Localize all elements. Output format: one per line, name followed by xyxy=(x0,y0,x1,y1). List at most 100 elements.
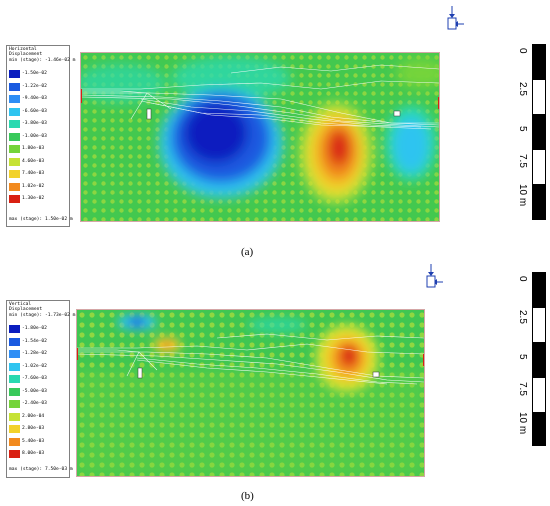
anchor-marker xyxy=(393,110,401,117)
scale-bar-b: 0 2.5 5 7.5 10 m xyxy=(506,272,550,446)
legend-level-value: -2.40e-03 xyxy=(22,401,47,406)
caption-a: (a) xyxy=(241,246,254,258)
legend-level-value: 5.40e-03 xyxy=(22,438,45,444)
load-arrow-icon xyxy=(426,264,443,288)
legend-level-value: -9.40e-03 xyxy=(22,96,47,101)
legend-level: 1.80e-03 xyxy=(9,145,69,153)
legend-swatch xyxy=(9,362,20,371)
legend-level: 1.02e-02 xyxy=(9,182,69,191)
legend-level: -3.80e-03 xyxy=(9,120,69,128)
contour-plot-b xyxy=(76,309,425,477)
caption-b: (b) xyxy=(241,490,254,502)
legend-level: -1.54e-02 xyxy=(9,337,69,346)
legend-min: min (stage): -1.46e-02 m xyxy=(9,57,76,63)
legend-level-value: -1.00e-03 xyxy=(22,133,47,139)
legend-swatch xyxy=(9,95,20,103)
legend-level-value: -1.28e-02 xyxy=(22,351,47,356)
legend-level-value: 1.80e-03 xyxy=(22,146,45,151)
legend-level: -1.22e-02 xyxy=(9,82,69,91)
legend-level-value: 8.00e-03 xyxy=(22,451,45,456)
legend-level-value: 2.80e-03 xyxy=(22,426,45,431)
legend-swatch xyxy=(9,120,20,128)
legend-swatch xyxy=(9,170,20,178)
legend-swatch xyxy=(9,157,20,166)
scale-tick: 5 xyxy=(517,126,528,132)
contour-plot-a xyxy=(80,52,440,222)
legend-level-value: 4.60e-03 xyxy=(22,158,45,164)
legend-level-value: -3.80e-03 xyxy=(22,121,47,126)
scale-tick: 5 xyxy=(517,354,528,360)
legend-level: -1.50e-02 xyxy=(9,70,69,78)
legend-level-value: -5.00e-03 xyxy=(22,388,47,394)
contour-field-a xyxy=(81,53,439,221)
legend-level: -2.40e-03 xyxy=(9,400,69,408)
legend-level: -1.80e-02 xyxy=(9,325,69,333)
panel-b: Vertical Displacement min (stage): -1.73… xyxy=(0,262,550,506)
scale-tick: 7.5 xyxy=(517,382,528,396)
legend-swatch xyxy=(9,145,20,153)
scale-tick: 7.5 xyxy=(517,154,528,168)
legend-swatch xyxy=(9,437,20,446)
legend-level: 2.00e-04 xyxy=(9,412,69,421)
legend-level: -5.00e-03 xyxy=(9,387,69,396)
legend-level-value: -1.80e-02 xyxy=(22,326,47,331)
legend-level-value: -6.60e-03 xyxy=(22,108,47,114)
scale-tick: 10 m xyxy=(517,412,528,435)
legend-level-value: -7.60e-03 xyxy=(22,376,47,381)
legend-swatch xyxy=(9,450,20,458)
legend-swatch xyxy=(9,182,20,191)
legend-level-value: -1.02e-02 xyxy=(22,363,47,369)
legend-vertical-displacement: Vertical Displacement min (stage): -1.73… xyxy=(6,300,76,478)
anchor-marker xyxy=(137,367,143,379)
load-arrow-icon xyxy=(447,6,464,30)
legend-level: -1.02e-02 xyxy=(9,362,69,371)
failure-lines-a xyxy=(81,64,439,130)
legend-level-value: 7.40e-03 xyxy=(22,171,45,176)
anchor-marker xyxy=(372,371,380,378)
contour-field-b xyxy=(77,310,424,476)
legend-swatch xyxy=(9,82,20,91)
legend-level: 7.40e-03 xyxy=(9,170,69,178)
scale-tick: 0 xyxy=(517,276,528,282)
scale-tick: 2.5 xyxy=(517,82,528,96)
legend-swatch xyxy=(9,400,20,408)
legend-swatch xyxy=(9,350,20,358)
legend-level: -1.00e-03 xyxy=(9,132,69,141)
legend-level: 2.80e-03 xyxy=(9,425,69,433)
legend-level: -6.60e-03 xyxy=(9,107,69,116)
legend-level-value: 1.02e-02 xyxy=(22,183,45,189)
legend-level: 8.00e-03 xyxy=(9,450,69,458)
legend-level: -9.40e-03 xyxy=(9,95,69,103)
legend-swatch xyxy=(9,387,20,396)
legend-max: max (stage): 1.50e-02 m xyxy=(9,217,73,222)
legend-level: 4.60e-03 xyxy=(9,157,69,166)
scale-tick: 2.5 xyxy=(517,310,528,324)
legend-swatch xyxy=(9,132,20,141)
legend-title: Vertical Displacement xyxy=(9,302,43,313)
legend-swatch xyxy=(9,425,20,433)
legend-level: 1.30e-02 xyxy=(9,195,69,203)
panel-a: Horizontal Displacement min (stage): -1.… xyxy=(6,6,550,258)
legend-level-value: -1.50e-02 xyxy=(22,71,47,76)
legend-swatch xyxy=(9,325,20,333)
legend-max: max (stage): 7.50e-03 m xyxy=(9,467,73,472)
legend-swatch xyxy=(9,412,20,421)
legend-level: -7.60e-03 xyxy=(9,375,69,383)
legend-horizontal-displacement: Horizontal Displacement min (stage): -1.… xyxy=(6,45,76,227)
legend-level-value: -1.22e-02 xyxy=(22,83,47,89)
legend-swatch xyxy=(9,107,20,116)
scale-bar-a: 0 2.5 5 7.5 10 m xyxy=(506,44,550,220)
legend-min: min (stage): -1.73e-02 m xyxy=(9,312,76,318)
legend-swatch xyxy=(9,375,20,383)
scale-tick: 0 xyxy=(517,48,528,54)
legend-level: -1.28e-02 xyxy=(9,350,69,358)
legend-title: Horizontal Displacement xyxy=(9,47,43,58)
legend-level-value: 1.30e-02 xyxy=(22,196,45,201)
legend-level: 5.40e-03 xyxy=(9,437,69,446)
legend-level-value: -1.54e-02 xyxy=(22,338,47,344)
legend-level-value: 2.00e-04 xyxy=(22,413,45,419)
scale-tick: 10 m xyxy=(517,184,528,207)
legend-swatch xyxy=(9,337,20,346)
anchor-marker xyxy=(146,108,152,120)
legend-swatch xyxy=(9,70,20,78)
